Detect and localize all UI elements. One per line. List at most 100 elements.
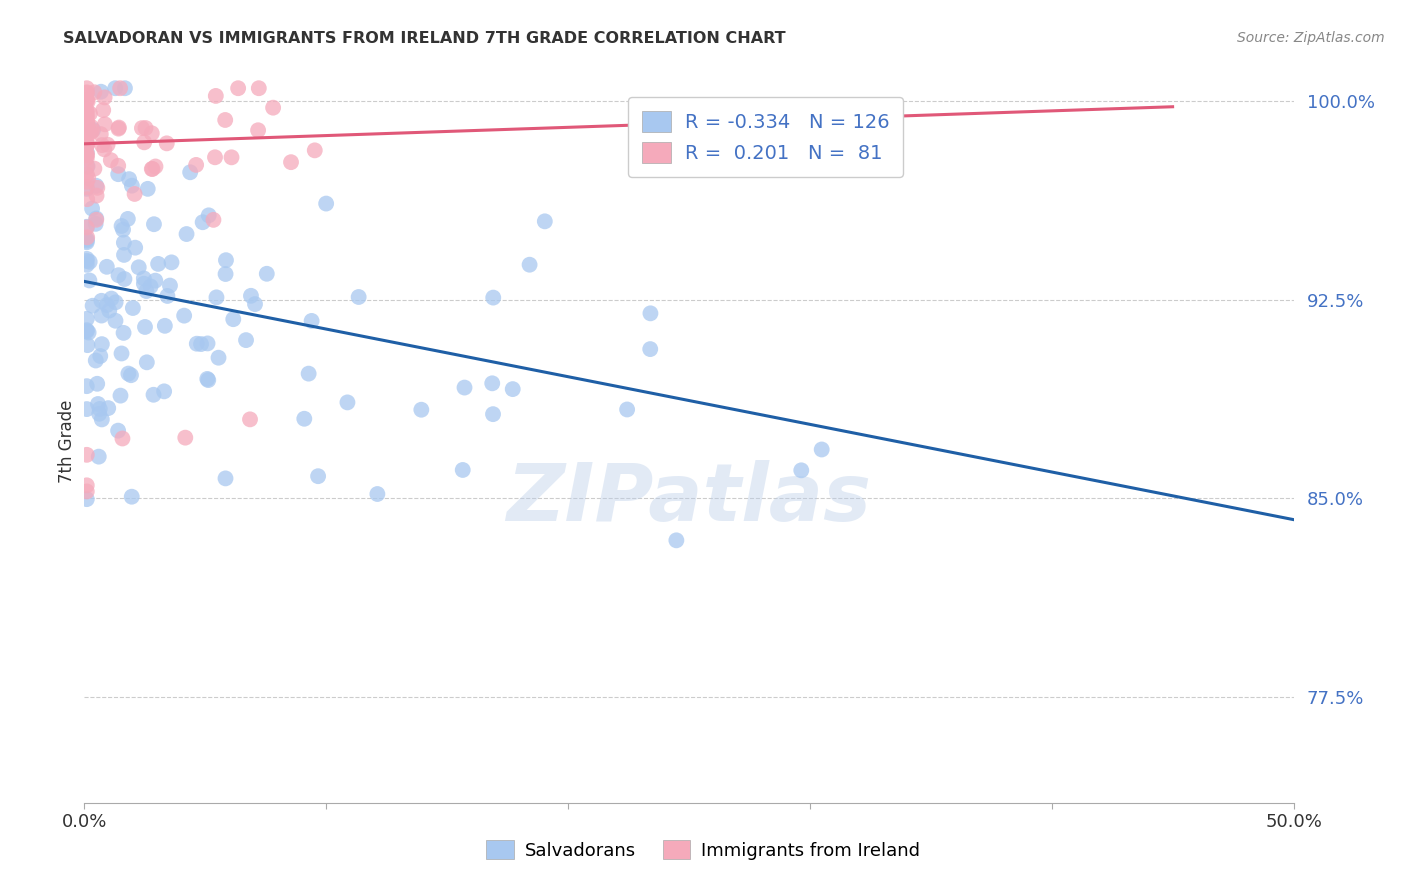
Point xyxy=(86,188,108,202)
Point xyxy=(89,349,111,363)
Point xyxy=(96,298,118,312)
Point xyxy=(94,117,117,131)
Point xyxy=(640,306,662,320)
Point xyxy=(121,178,143,193)
Point xyxy=(90,412,112,426)
Point xyxy=(204,150,226,164)
Point xyxy=(76,253,98,268)
Point xyxy=(76,125,98,139)
Point xyxy=(135,284,157,298)
Point xyxy=(292,411,315,425)
Point xyxy=(76,81,98,95)
Point xyxy=(100,292,122,306)
Point xyxy=(141,161,163,176)
Point xyxy=(108,120,131,135)
Point xyxy=(86,376,108,391)
Point xyxy=(83,161,105,176)
Point xyxy=(76,105,98,120)
Point xyxy=(77,326,100,340)
Point xyxy=(132,271,155,285)
Point xyxy=(156,289,179,303)
Point xyxy=(76,258,98,272)
Point xyxy=(790,463,813,477)
Point xyxy=(86,181,108,195)
Point xyxy=(221,150,243,164)
Point xyxy=(110,219,132,233)
Point xyxy=(76,119,98,133)
Point xyxy=(239,289,262,303)
Point xyxy=(93,142,115,156)
Point xyxy=(100,153,122,168)
Point xyxy=(110,389,132,403)
Point xyxy=(159,278,181,293)
Point xyxy=(90,85,112,99)
Point xyxy=(191,215,214,229)
Point xyxy=(226,81,249,95)
Point xyxy=(76,159,98,173)
Point xyxy=(79,106,101,120)
Point xyxy=(453,380,475,394)
Point xyxy=(76,146,98,161)
Point xyxy=(243,297,266,311)
Point xyxy=(142,217,165,231)
Point xyxy=(84,353,107,368)
Point xyxy=(134,121,156,136)
Point xyxy=(214,267,236,281)
Point xyxy=(197,208,219,222)
Point xyxy=(112,235,135,250)
Point xyxy=(411,402,433,417)
Point xyxy=(112,326,135,340)
Point xyxy=(207,351,229,365)
Point xyxy=(76,103,98,118)
Point xyxy=(117,367,139,381)
Point xyxy=(173,309,195,323)
Point xyxy=(107,167,129,181)
Point xyxy=(76,145,98,160)
Point xyxy=(186,336,208,351)
Point xyxy=(76,137,98,152)
Point xyxy=(76,235,98,250)
Point xyxy=(87,397,110,411)
Point xyxy=(76,220,98,235)
Point xyxy=(90,337,112,351)
Point xyxy=(616,402,638,417)
Point xyxy=(280,155,302,169)
Point xyxy=(76,117,98,131)
Point xyxy=(304,144,326,158)
Point xyxy=(121,490,143,504)
Point xyxy=(76,115,98,129)
Point xyxy=(76,113,98,128)
Point xyxy=(76,136,98,151)
Point xyxy=(205,290,228,304)
Point xyxy=(235,333,257,347)
Point xyxy=(347,290,370,304)
Point xyxy=(131,121,153,136)
Point xyxy=(90,127,112,141)
Point xyxy=(135,355,157,369)
Point xyxy=(76,86,98,100)
Point xyxy=(197,336,219,351)
Point xyxy=(160,255,183,269)
Point xyxy=(247,81,270,95)
Text: ZIPatlas: ZIPatlas xyxy=(506,460,872,539)
Point xyxy=(76,448,98,462)
Point xyxy=(134,320,156,334)
Point xyxy=(76,110,98,124)
Point xyxy=(107,159,129,173)
Point xyxy=(153,318,176,333)
Point xyxy=(90,293,112,308)
Point xyxy=(262,101,284,115)
Point xyxy=(76,93,98,107)
Point xyxy=(76,148,98,162)
Point xyxy=(533,214,555,228)
Point xyxy=(76,311,98,326)
Point xyxy=(76,182,98,196)
Point xyxy=(80,124,103,138)
Point xyxy=(214,471,236,485)
Point xyxy=(89,407,111,421)
Point xyxy=(76,323,98,337)
Point xyxy=(79,255,101,269)
Point xyxy=(76,135,98,149)
Point xyxy=(202,212,225,227)
Point xyxy=(114,272,136,286)
